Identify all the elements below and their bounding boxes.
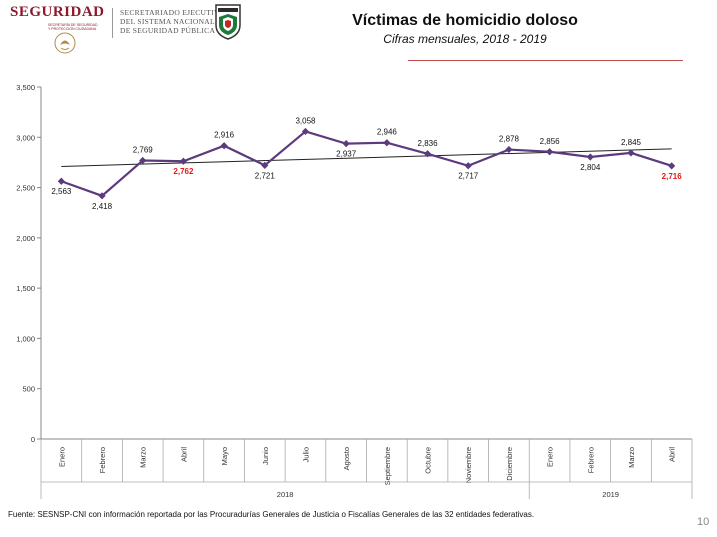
year-label: 2019 xyxy=(602,490,619,499)
data-label: 2,856 xyxy=(540,137,561,146)
data-point xyxy=(57,177,65,185)
header: SEGURIDAD SECRETARÍA DE SEGURIDAD Y PROT… xyxy=(0,0,717,62)
series-group xyxy=(57,127,676,200)
data-point xyxy=(139,156,147,165)
y-tick-label: 0 xyxy=(31,435,35,444)
chart-subtitle: Cifras mensuales, 2018 - 2019 xyxy=(383,32,547,46)
data-label: 2,878 xyxy=(499,135,520,144)
data-label: 2,721 xyxy=(255,171,276,180)
data-label: 2,716 xyxy=(662,172,683,181)
eagle-emblem-icon xyxy=(54,32,76,54)
data-label: 2,769 xyxy=(133,146,154,155)
secretariado-logo-text: SECRETARIADO EJECUTIVO DEL SISTEMA NACIO… xyxy=(120,8,225,35)
brand-subtitle: SECRETARÍA DE SEGURIDAD Y PROTECCIÓN CIU… xyxy=(48,23,98,31)
source-note: Fuente: SESNSP-CNI con información repor… xyxy=(8,510,535,519)
y-tick-label: 3,500 xyxy=(16,83,35,92)
data-point xyxy=(261,161,269,169)
data-label: 2,836 xyxy=(418,139,439,148)
data-label-group: 2,563 2,418 2,769 2,762 2,916 2,721 3,058 2,937… xyxy=(51,116,682,210)
x-tick-label: Agosto xyxy=(342,447,351,470)
x-tick-label: Marzo xyxy=(139,447,148,468)
data-point xyxy=(627,149,635,157)
y-tick-label: 2,000 xyxy=(16,234,35,243)
data-point xyxy=(505,145,513,154)
data-label: 2,418 xyxy=(92,202,113,211)
x-tick-label: Septiembre xyxy=(383,447,392,485)
x-tick-label: Diciembre xyxy=(505,447,514,481)
x-tick-label: Octubre xyxy=(424,447,433,474)
data-label: 2,563 xyxy=(51,187,72,196)
data-point xyxy=(668,162,676,170)
secretariado-line-3: DE SEGURIDAD PÚBLICA xyxy=(120,26,216,35)
data-point xyxy=(586,153,594,161)
y-tick-label: 500 xyxy=(22,385,35,394)
y-tick-label: 1,000 xyxy=(16,334,35,343)
x-tick-label: Noviembre xyxy=(464,447,473,483)
x-tick-label: Abril xyxy=(179,447,188,462)
secretariado-line-2: DEL SISTEMA NACIONAL xyxy=(120,17,215,26)
chart-title: Víctimas de homicidio doloso xyxy=(352,12,578,29)
x-tick-label: Febrero xyxy=(98,447,107,473)
x-tick-label: Enero xyxy=(546,447,555,467)
x-tick-label: Febrero xyxy=(586,447,595,473)
y-tick-label: 2,500 xyxy=(16,184,35,193)
header-divider xyxy=(112,8,113,38)
data-point xyxy=(342,140,350,148)
line-chart: 0 500 1,000 1,500 2,000 2,500 3,000 3,500 Enero F… xyxy=(16,83,693,499)
data-point xyxy=(545,148,554,156)
shield-logo-icon xyxy=(215,4,241,40)
seguridad-logo: SEGURIDAD SECRETARÍA DE SEGURIDAD Y PROT… xyxy=(10,4,110,56)
data-point xyxy=(383,139,391,147)
trendline xyxy=(61,148,672,167)
x-tick-label: Mayo xyxy=(220,447,229,465)
year-label: 2018 xyxy=(277,490,294,499)
title-underline xyxy=(408,60,683,61)
data-point xyxy=(423,150,432,158)
data-label: 2,845 xyxy=(621,138,642,147)
data-point xyxy=(220,142,228,150)
page-number: 10 xyxy=(697,516,710,528)
secretariado-line-1: SECRETARIADO EJECUTIVO xyxy=(120,8,226,17)
data-label: 2,717 xyxy=(458,172,479,181)
data-label: 2,762 xyxy=(173,167,194,176)
x-tick-label: Junio xyxy=(261,447,270,465)
y-tick-label: 1,500 xyxy=(16,284,35,293)
data-label: 2,804 xyxy=(580,163,601,172)
series-line xyxy=(60,130,672,198)
chart-axes: 0 500 1,000 1,500 2,000 2,500 3,000 3,500 Enero F… xyxy=(16,83,693,499)
x-tick-label: Abril xyxy=(668,447,677,462)
x-tick-label: Marzo xyxy=(627,447,636,468)
data-point xyxy=(464,162,472,170)
data-label: 2,946 xyxy=(377,128,398,137)
data-label: 2,916 xyxy=(214,131,235,140)
x-tick-label: Enero xyxy=(57,447,66,467)
trendline-group xyxy=(61,148,672,167)
data-label: 3,058 xyxy=(295,116,316,125)
y-tick-label: 3,000 xyxy=(16,133,35,142)
data-label: 2,937 xyxy=(336,150,357,159)
data-point xyxy=(301,127,310,136)
brand-wordmark: SEGURIDAD xyxy=(10,4,105,20)
data-point xyxy=(98,192,106,200)
data-point xyxy=(179,157,188,165)
x-tick-label: Julio xyxy=(301,447,310,462)
